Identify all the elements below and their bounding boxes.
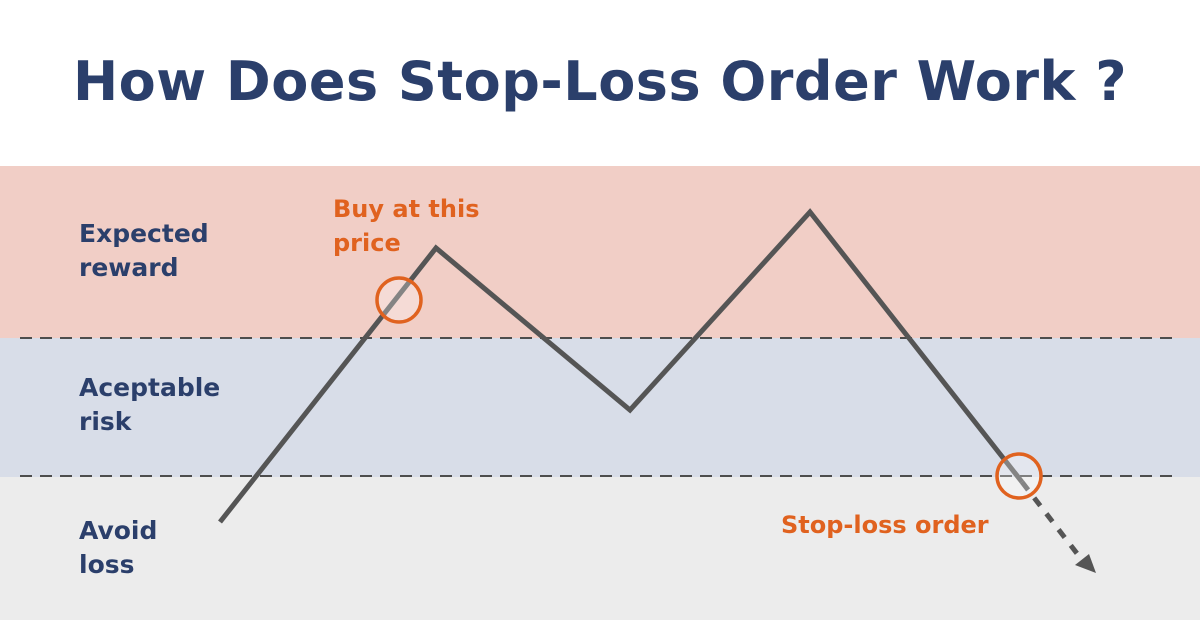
buy-price-annotation: Buy at this price (333, 195, 480, 257)
expected-reward-zone (0, 166, 1200, 338)
falling-price-trend (1020, 480, 1084, 562)
avoid-loss-zone (0, 477, 1200, 620)
buy-point-marker (375, 276, 423, 324)
price-line (218, 208, 1024, 524)
downward-arrow-icon (1075, 554, 1096, 573)
avoid-loss-label: Avoid loss (79, 516, 158, 579)
expected-reward-label: Expected reward (79, 219, 209, 282)
acceptable-risk-label: Aceptable risk (79, 373, 221, 436)
page-title: How Does Stop-Loss Order Work ? (72, 50, 1128, 113)
stop-loss-annotation: Stop-loss order (781, 511, 989, 539)
stop-loss-point-marker (995, 452, 1043, 500)
